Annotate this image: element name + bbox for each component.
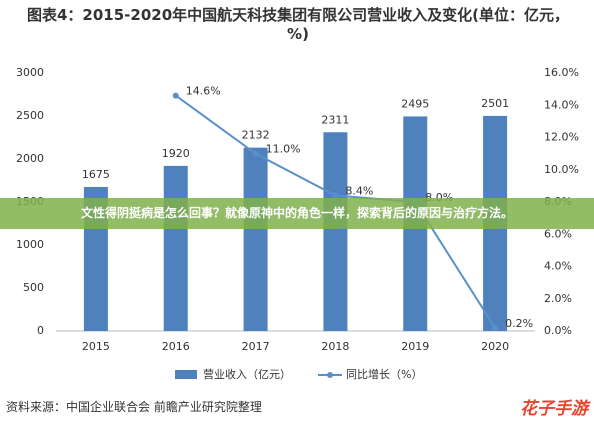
x-tick-label: 2018 (321, 340, 349, 353)
line-value-label: 14.6% (186, 85, 221, 98)
bar-value-label: 2501 (481, 97, 509, 110)
bar-value-label: 2311 (321, 113, 349, 126)
legend-label: 同比增长（%） (346, 367, 422, 381)
y-tick-label: 1000 (16, 238, 44, 251)
y2-tick-label: 4.0% (544, 260, 572, 273)
y-tick-label: 2000 (16, 152, 44, 165)
overlay-banner: 文性得阴挺病是怎么回事？就像原神中的角色一样，探索背后的原因与治疗方法。 (0, 198, 594, 229)
line-point (492, 324, 499, 331)
x-tick-label: 2017 (242, 340, 270, 353)
y-tick-label: 500 (23, 281, 44, 294)
bar-value-label: 1920 (162, 147, 190, 160)
y-tick-label: 3000 (16, 66, 44, 79)
watermark: 花子手游 (520, 399, 588, 419)
source-note: 资料来源：中国企业联合会 前瞻产业研究院整理 (6, 400, 262, 414)
y2-tick-label: 12.0% (544, 131, 579, 144)
bar (243, 147, 268, 331)
y2-tick-label: 2.0% (544, 292, 572, 305)
bar-value-label: 1675 (82, 168, 110, 181)
legend-swatch (327, 372, 333, 378)
legend-swatch (175, 370, 197, 379)
y2-tick-label: 6.0% (544, 227, 572, 240)
line-value-label: 8.4% (345, 185, 373, 198)
bar (323, 132, 348, 331)
bar (163, 165, 188, 331)
x-tick-label: 2015 (82, 340, 110, 353)
bar-value-label: 2132 (242, 129, 270, 142)
line-point (172, 92, 179, 99)
line-value-label: 0.2% (505, 317, 533, 330)
line-point (332, 192, 339, 199)
y2-tick-label: 14.0% (544, 98, 579, 111)
line-point (252, 150, 259, 157)
y2-tick-label: 0.0% (544, 324, 572, 337)
y-tick-label: 0 (37, 324, 44, 337)
y-tick-label: 2500 (16, 109, 44, 122)
bar-value-label: 2495 (401, 97, 429, 110)
y2-tick-label: 10.0% (544, 163, 579, 176)
y2-tick-label: 16.0% (544, 66, 579, 79)
chart-title: 图表4：2015-2020年中国航天科技集团有限公司营业收入及变化(单位：亿元，… (26, 6, 570, 43)
x-tick-label: 2016 (162, 340, 190, 353)
x-tick-label: 2019 (401, 340, 429, 353)
line-value-label: 11.0% (266, 143, 301, 156)
legend-label: 营业收入（亿元） (203, 367, 291, 381)
x-tick-label: 2020 (481, 340, 509, 353)
